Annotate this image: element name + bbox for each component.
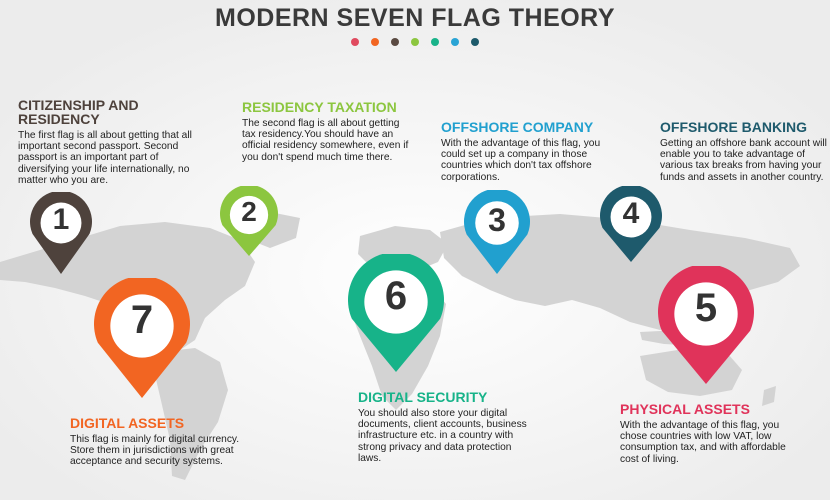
pin-4: 4	[600, 186, 662, 262]
pin-6-number: 6	[384, 274, 408, 318]
flag-2-heading: RESIDENCY TAXATION	[242, 99, 397, 115]
flag-3-text: With the advantage of this flag, you cou…	[441, 138, 601, 183]
pin-inner-circle	[674, 282, 738, 346]
map-pin-icon	[220, 186, 278, 256]
map-pin-icon	[30, 192, 92, 274]
dot	[351, 38, 359, 46]
pin-inner-circle	[229, 195, 269, 235]
pin-7-number: 7	[130, 298, 154, 342]
color-dots	[0, 38, 830, 46]
flag-7-text: This flag is mainly for digital currency…	[70, 434, 240, 468]
flag-5-heading: PHYSICAL ASSETS	[620, 401, 750, 417]
pin-6: 6	[348, 254, 444, 372]
flag-7-block: DIGITAL ASSETS This flag is mainly for d…	[70, 416, 252, 468]
pin-3-number: 3	[488, 202, 506, 238]
pin-inner-circle	[110, 294, 174, 358]
pin-7: 7	[94, 278, 190, 398]
pin-5: 5	[658, 266, 754, 384]
pin-inner-circle	[364, 270, 428, 334]
pin-3: 3	[464, 190, 530, 274]
flag-1-text: The first flag is all about getting that…	[18, 130, 192, 186]
flag-1-heading: CITIZENSHIP AND RESIDENCY	[18, 97, 139, 127]
flag-4-heading: OFFSHORE BANKING	[660, 119, 807, 135]
flag-5-text: With the advantage of this flag, you cho…	[620, 420, 786, 465]
dot	[391, 38, 399, 46]
flag-6-heading: DIGITAL SECURITY	[358, 389, 488, 405]
map-pin-icon	[464, 190, 530, 274]
dot	[431, 38, 439, 46]
pin-inner-circle	[610, 196, 652, 238]
pin-5-number: 5	[694, 286, 718, 330]
flag-2-block: RESIDENCY TAXATION The second flag is al…	[242, 100, 410, 163]
pin-4-number: 4	[622, 197, 640, 230]
map-pin-icon	[600, 186, 662, 262]
flag-4-block: OFFSHORE BANKING Getting an offshore ban…	[660, 120, 828, 183]
flag-6-block: DIGITAL SECURITY You should also store y…	[358, 390, 530, 464]
pin-2: 2	[220, 186, 278, 256]
pin-inner-circle	[475, 201, 519, 245]
flag-3-block: OFFSHORE COMPANY With the advantage of t…	[441, 120, 601, 183]
map-pin-icon	[94, 278, 190, 398]
flag-6-text: You should also store your digital docum…	[358, 408, 527, 464]
flag-3-heading: OFFSHORE COMPANY	[441, 119, 594, 135]
flag-2-text: The second flag is all about getting tax…	[242, 118, 409, 163]
dot	[411, 38, 419, 46]
flag-4-text: Getting an offshore bank account will en…	[660, 138, 827, 183]
pin-inner-circle	[40, 202, 82, 244]
pin-1-number: 1	[52, 203, 70, 236]
flag-1-block: CITIZENSHIP AND RESIDENCY The first flag…	[18, 98, 198, 186]
dot	[451, 38, 459, 46]
pin-1: 1	[30, 192, 92, 274]
dot	[471, 38, 479, 46]
flag-7-heading: DIGITAL ASSETS	[70, 415, 185, 431]
map-pin-icon	[658, 266, 754, 384]
page-title: MODERN SEVEN FLAG THEORY	[215, 4, 615, 32]
flag-5-block: PHYSICAL ASSETS With the advantage of th…	[620, 402, 800, 465]
pin-2-number: 2	[241, 196, 257, 227]
dot	[371, 38, 379, 46]
map-pin-icon	[348, 254, 444, 372]
